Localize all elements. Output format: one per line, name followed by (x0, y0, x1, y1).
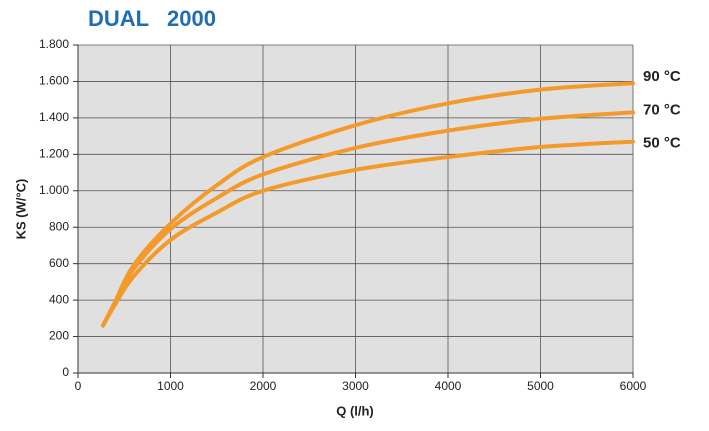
line-series (100, 110, 635, 328)
x-tick-label: 4000 (435, 379, 462, 393)
y-tick-label: 0 (62, 365, 69, 379)
series-label: 70 °C (643, 101, 681, 118)
x-tick-label: 6000 (620, 379, 647, 393)
y-tick-label: 600 (49, 256, 69, 270)
x-tick-label: 0 (75, 379, 82, 393)
y-tick-label: 1.600 (39, 74, 69, 88)
y-tick-label: 400 (49, 292, 69, 306)
y-tick-label: 1.800 (39, 37, 69, 51)
line-series (100, 139, 635, 328)
y-tick-label: 200 (49, 329, 69, 343)
series-label: 50 °C (643, 135, 681, 152)
x-tick-label: 5000 (527, 379, 554, 393)
x-tick-label: 1000 (157, 379, 184, 393)
y-axis-label: KS (W/°C) (13, 179, 28, 240)
y-tick-label: 1.400 (39, 110, 69, 124)
x-tick-label: 3000 (342, 379, 369, 393)
x-axis-label: Q (l/h) (336, 403, 374, 418)
y-tick-label: 1.200 (39, 147, 69, 161)
y-tick-label: 800 (49, 219, 69, 233)
y-tick-label: 1.000 (39, 183, 69, 197)
chart-title: DUAL 2000 (88, 6, 216, 31)
series-label: 90 °C (643, 68, 681, 85)
x-tick-label: 2000 (250, 379, 277, 393)
